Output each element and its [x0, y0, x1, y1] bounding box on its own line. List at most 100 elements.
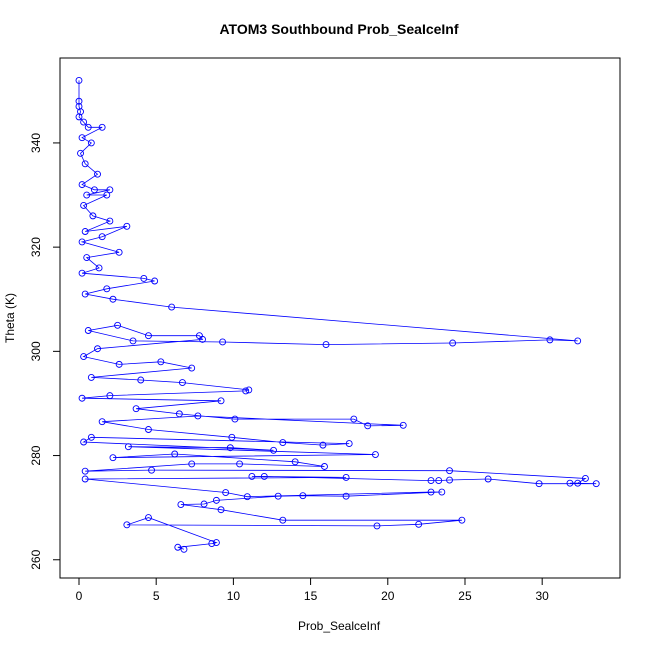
data-point — [535, 480, 543, 488]
data-point — [236, 460, 244, 468]
data-point — [157, 358, 165, 366]
data-point — [321, 463, 328, 470]
data-point — [95, 264, 103, 272]
data-point — [319, 441, 327, 449]
data-point — [123, 521, 131, 529]
data-point — [373, 522, 381, 530]
x-tick-label: 15 — [304, 589, 318, 603]
data-point — [435, 477, 443, 485]
data-point — [219, 338, 227, 346]
data-point — [222, 489, 230, 496]
data-line — [78, 80, 597, 550]
data-point — [84, 123, 92, 131]
data-point — [109, 454, 117, 462]
data-point — [87, 373, 95, 381]
y-tick-label: 320 — [29, 237, 43, 257]
y-tick-label: 340 — [29, 133, 43, 153]
data-point — [145, 426, 152, 433]
data-point — [592, 480, 600, 488]
data-point — [145, 332, 152, 340]
data-point — [260, 472, 268, 480]
data-point — [106, 217, 114, 225]
x-tick-label: 30 — [536, 589, 550, 603]
data-point — [274, 492, 282, 500]
data-point — [217, 397, 225, 405]
data-point — [129, 337, 137, 345]
data-point — [188, 460, 196, 468]
data-point — [81, 228, 89, 235]
data-point — [180, 545, 188, 553]
data-point — [78, 394, 86, 402]
data-point — [342, 492, 350, 500]
data-point — [137, 376, 145, 384]
data-point — [245, 386, 253, 394]
data-point — [427, 488, 435, 496]
data-point — [171, 450, 179, 458]
data-point — [81, 475, 89, 483]
data-point — [83, 254, 91, 262]
data-point — [94, 345, 101, 353]
data-point — [98, 418, 106, 426]
y-tick-label: 280 — [29, 445, 43, 465]
data-point — [484, 475, 492, 483]
data-point — [574, 479, 582, 487]
data-point — [109, 295, 117, 303]
plot-frame — [59, 57, 621, 579]
data-point — [87, 433, 95, 441]
data-point — [177, 501, 185, 508]
data-point — [103, 191, 111, 199]
x-axis-label: Prob_SealceInf — [298, 619, 381, 633]
data-point — [217, 506, 225, 514]
data-point — [98, 123, 106, 131]
data-point — [115, 248, 123, 256]
data-point — [75, 76, 83, 84]
data-point — [399, 421, 407, 429]
data-point — [574, 337, 582, 345]
data-point — [208, 540, 216, 548]
data-point — [458, 516, 466, 524]
data-point — [178, 379, 186, 387]
data-point — [188, 364, 196, 372]
data-point — [212, 539, 220, 547]
y-axis-label: Theta (K) — [3, 293, 17, 343]
data-point — [342, 473, 350, 481]
data-point — [212, 496, 220, 504]
data-point — [148, 466, 156, 474]
data-point — [78, 181, 86, 189]
data-point — [371, 451, 379, 458]
data-point — [194, 412, 202, 420]
data-point — [81, 160, 89, 168]
data-point — [248, 472, 256, 480]
x-tick-label: 5 — [153, 589, 160, 603]
data-point — [114, 321, 122, 329]
data-point — [270, 446, 277, 454]
data-point — [84, 327, 92, 334]
data-point — [168, 303, 176, 311]
data-point — [427, 477, 435, 485]
data-point — [151, 277, 159, 285]
data-point — [103, 285, 111, 293]
data-point — [446, 476, 453, 484]
data-point — [80, 118, 88, 126]
data-point — [350, 415, 358, 423]
data-point — [78, 238, 86, 246]
data-point — [89, 212, 97, 220]
data-point — [226, 444, 234, 452]
data-point — [364, 422, 372, 430]
data-point — [279, 439, 287, 446]
x-tick-label: 0 — [76, 589, 83, 603]
data-point — [75, 113, 83, 121]
data-point — [175, 410, 183, 418]
data-point — [566, 479, 574, 487]
y-tick-label: 260 — [29, 549, 43, 569]
data-point — [438, 488, 446, 496]
data-point — [546, 336, 554, 344]
data-point — [124, 443, 132, 451]
data-point — [291, 458, 299, 466]
data-point — [231, 415, 239, 423]
data-point — [80, 353, 88, 361]
data-point — [322, 341, 330, 349]
data-point — [145, 514, 152, 522]
data-point — [78, 269, 86, 277]
